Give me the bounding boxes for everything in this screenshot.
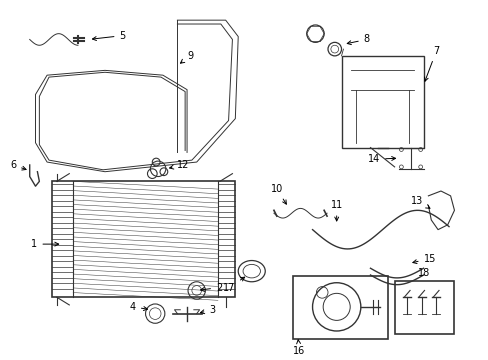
Bar	[293, 276, 387, 339]
Text: 10: 10	[270, 184, 286, 204]
Text: 7: 7	[424, 46, 439, 81]
Text: 3: 3	[200, 305, 215, 315]
Text: 14: 14	[367, 154, 395, 164]
Text: 6: 6	[10, 160, 26, 170]
Text: 2: 2	[200, 283, 222, 293]
Text: 1: 1	[31, 239, 59, 249]
Text: 16: 16	[293, 340, 305, 356]
Text: 17: 17	[223, 277, 244, 293]
Text: 11: 11	[330, 200, 342, 221]
Bar	[341, 56, 423, 148]
Text: 15: 15	[412, 253, 435, 264]
Text: 13: 13	[410, 196, 429, 208]
Bar	[394, 281, 453, 334]
Text: 8: 8	[346, 35, 369, 45]
Text: 18: 18	[418, 268, 430, 278]
Text: 5: 5	[92, 31, 125, 41]
Text: 4: 4	[129, 302, 147, 312]
Text: 9: 9	[180, 51, 193, 63]
Text: 12: 12	[169, 160, 189, 170]
Bar	[52, 181, 235, 297]
